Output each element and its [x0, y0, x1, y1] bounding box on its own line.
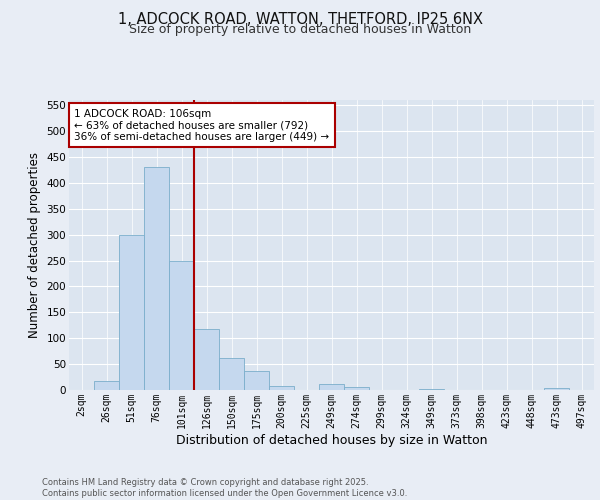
Text: 1, ADCOCK ROAD, WATTON, THETFORD, IP25 6NX: 1, ADCOCK ROAD, WATTON, THETFORD, IP25 6…	[118, 12, 482, 28]
Bar	[244, 371, 269, 390]
Bar	[344, 388, 369, 390]
Text: Size of property relative to detached houses in Watton: Size of property relative to detached ho…	[129, 22, 471, 36]
Bar	[94, 380, 119, 390]
Text: Contains HM Land Registry data © Crown copyright and database right 2025.
Contai: Contains HM Land Registry data © Crown c…	[42, 478, 407, 498]
Bar	[269, 386, 294, 390]
Bar	[544, 388, 569, 390]
Bar	[319, 384, 344, 390]
Bar	[419, 389, 444, 390]
Text: 1 ADCOCK ROAD: 106sqm
← 63% of detached houses are smaller (792)
36% of semi-det: 1 ADCOCK ROAD: 106sqm ← 63% of detached …	[74, 108, 329, 142]
X-axis label: Distribution of detached houses by size in Watton: Distribution of detached houses by size …	[176, 434, 487, 446]
Bar	[119, 234, 144, 390]
Bar	[144, 168, 169, 390]
Y-axis label: Number of detached properties: Number of detached properties	[28, 152, 41, 338]
Bar	[169, 260, 194, 390]
Bar	[194, 329, 219, 390]
Bar	[219, 358, 244, 390]
